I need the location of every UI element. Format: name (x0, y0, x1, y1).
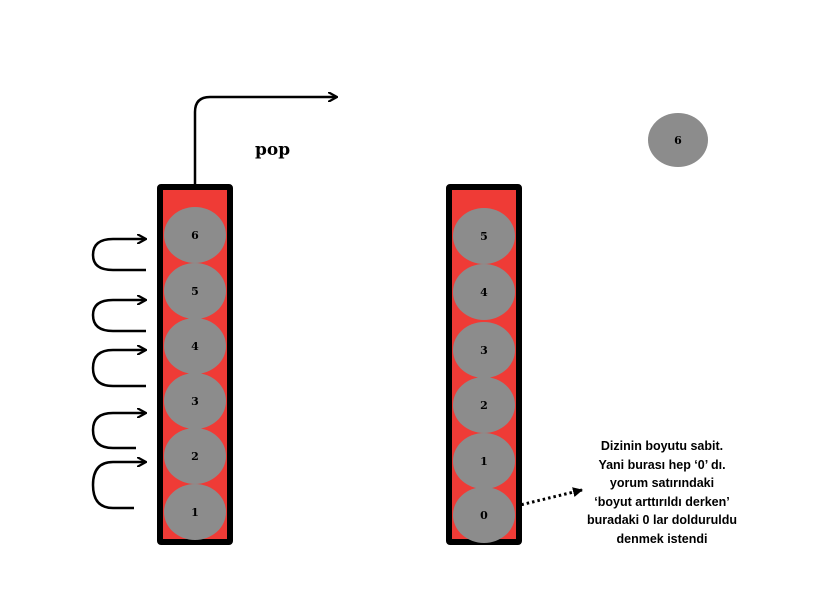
popped-item: 6 (648, 113, 708, 167)
push-arrow-5 (91, 300, 146, 333)
note-line: Dizinin boyutu sabit. (600, 439, 724, 453)
note-line: denmek istendi (616, 531, 708, 546)
left-stack-item: 5 (164, 263, 226, 319)
push-arrow-2 (91, 462, 145, 510)
left-stack-item: 2 (164, 428, 226, 484)
note-line: ‘boyut arttırıldı derken’ (594, 494, 730, 509)
left-stack-item: 3 (164, 373, 226, 429)
push-arrow-4 (91, 350, 146, 388)
note-line: buradaki 0 lar dolduruldu (586, 513, 738, 527)
note-line: Yani burası hep ‘0’ dı. (598, 457, 726, 472)
right-stack-item: 4 (453, 264, 515, 320)
right-stack-item: 5 (453, 208, 515, 264)
note-line: yorum satırındaki (609, 476, 715, 490)
push-arrow-6 (91, 239, 146, 272)
right-stack-item: 0 (453, 487, 515, 543)
left-stack-item: 1 (164, 484, 226, 540)
pop-label: pop (255, 140, 291, 160)
note-arrow (515, 487, 583, 508)
push-arrow-3 (91, 413, 145, 450)
pop-arrow (193, 97, 336, 186)
right-stack-item: 2 (453, 377, 515, 433)
right-stack-item: 1 (453, 433, 515, 489)
left-stack-item: 4 (164, 318, 226, 374)
explanation-note: Dizinin boyutu sabit. Yani burası hep ‘0… (556, 437, 768, 548)
right-stack-item: 3 (453, 322, 515, 378)
left-stack-item: 6 (164, 207, 226, 263)
